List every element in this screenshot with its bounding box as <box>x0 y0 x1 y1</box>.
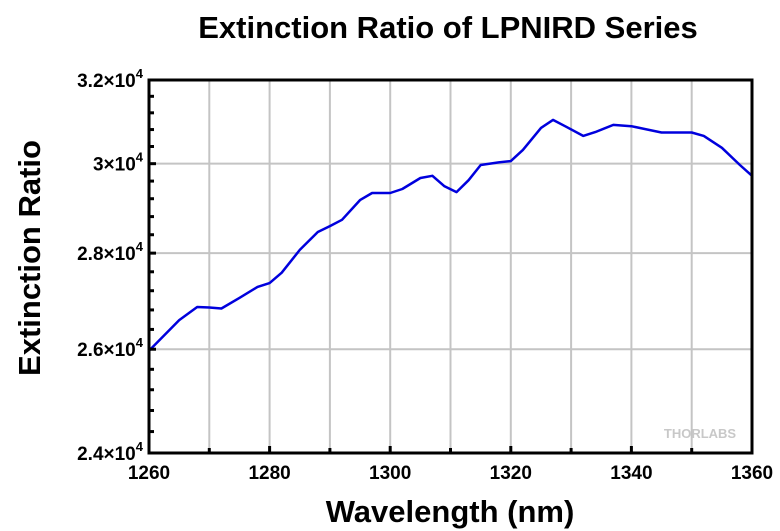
y-tick-label: 2.4×104 <box>77 439 144 465</box>
y-tick-label: 2.6×104 <box>77 335 144 361</box>
y-tick-exponent: 4 <box>136 439 144 454</box>
x-tick-label: 1260 <box>128 463 170 484</box>
series-group <box>148 118 753 352</box>
x-axis-label: Wavelength (nm) <box>326 494 575 529</box>
y-tick-exponent: 4 <box>136 239 144 254</box>
x-tick-label: 1300 <box>369 463 411 484</box>
y-tick-mantissa: 3×10 <box>93 155 136 176</box>
x-tick-label: 1280 <box>248 463 290 484</box>
y-tick-mantissa: 2.6×10 <box>77 340 136 361</box>
x-tick-label: 1340 <box>610 463 652 484</box>
x-tick-label: 1320 <box>490 463 532 484</box>
y-tick-label: 3×104 <box>93 150 144 176</box>
grid <box>149 80 752 453</box>
y-tick-exponent: 4 <box>136 66 144 81</box>
y-tick-label: 2.8×104 <box>77 239 144 265</box>
y-tick-label: 3.2×104 <box>77 66 144 92</box>
tick-labels: 1260 1280 1300 1320 1340 13602.4×1042.6×1042.… <box>77 66 773 484</box>
y-axis-label: Extinction Ratio <box>12 140 47 376</box>
y-tick-exponent: 4 <box>136 335 144 350</box>
series-line <box>148 118 753 352</box>
axes <box>147 78 754 455</box>
y-tick-mantissa: 2.8×10 <box>77 244 136 265</box>
chart-title: Extinction Ratio of LPNIRD Series <box>198 10 698 45</box>
y-tick-exponent: 4 <box>136 150 144 165</box>
x-tick-label: 1360 <box>731 463 773 484</box>
y-tick-mantissa: 2.4×10 <box>77 444 136 465</box>
y-tick-mantissa: 3.2×10 <box>77 71 136 92</box>
thorlabs-watermark: THORLABS <box>664 426 737 441</box>
